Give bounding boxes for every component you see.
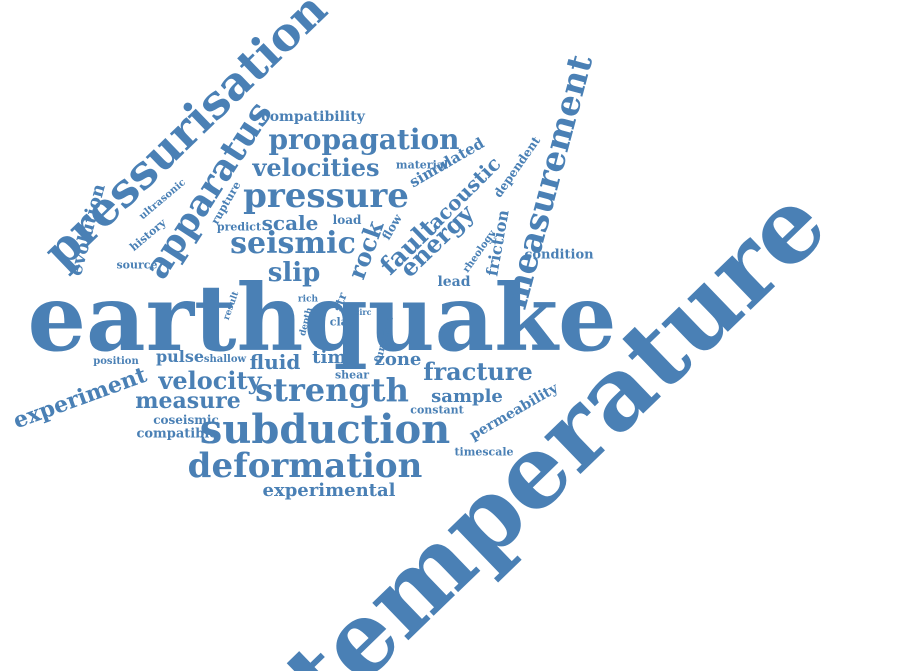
word-velocity: velocity bbox=[158, 366, 262, 395]
word-seismic: seismic bbox=[230, 226, 356, 261]
word-experiment: experiment bbox=[9, 361, 151, 435]
word-velocities: velocities bbox=[252, 153, 380, 182]
word-source: source bbox=[116, 258, 158, 272]
word-compatibility: compatibility bbox=[261, 109, 365, 125]
word-constant: constant bbox=[410, 403, 464, 417]
word-strength: strength bbox=[255, 371, 409, 409]
word-scale: scale bbox=[261, 211, 319, 235]
word-sample: sample bbox=[431, 386, 503, 407]
word-shallow: shallow bbox=[203, 354, 247, 365]
word-lead: lead bbox=[437, 274, 471, 290]
word-propagation: propagation bbox=[268, 123, 460, 156]
word-timescale: timescale bbox=[454, 445, 514, 459]
word-clay: clay bbox=[329, 315, 355, 329]
word-deformation: deformation bbox=[187, 446, 423, 486]
word-shear: shear bbox=[334, 368, 370, 382]
word-fracture: fracture bbox=[423, 357, 533, 386]
word-experimental: experimental bbox=[262, 480, 396, 501]
word-slip: slip bbox=[267, 258, 321, 288]
word-load: load bbox=[332, 213, 362, 227]
word-circ: circ bbox=[354, 307, 372, 317]
word-position: position bbox=[93, 356, 139, 367]
word-predict: predict bbox=[216, 220, 262, 234]
word-time: time bbox=[312, 347, 358, 368]
word-pulse: pulse bbox=[155, 347, 205, 366]
word-compatible: compatible bbox=[136, 426, 218, 442]
word-coseismic: coseismic bbox=[153, 413, 219, 427]
word-zone: zone bbox=[374, 349, 422, 370]
word-earthquake: earthquake bbox=[27, 264, 617, 372]
word-fluid: fluid bbox=[249, 350, 301, 374]
word-pressure: pressure bbox=[243, 176, 409, 216]
word-rich: rich bbox=[297, 294, 319, 305]
word-condition: condition bbox=[524, 247, 594, 263]
word-subduction: subduction bbox=[199, 406, 451, 453]
word-material: material bbox=[395, 158, 449, 172]
word-measure: measure bbox=[135, 388, 241, 414]
